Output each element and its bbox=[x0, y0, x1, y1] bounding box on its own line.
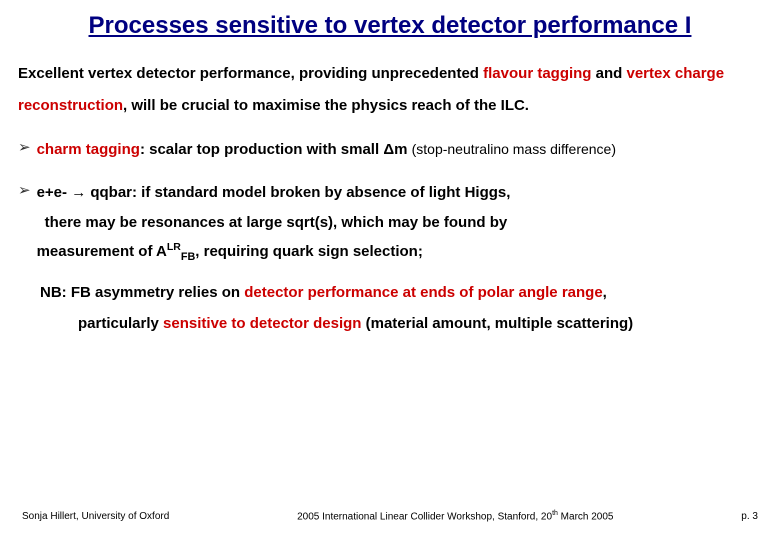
bullet-charm-tagging: ➢ charm tagging: scalar top production w… bbox=[18, 135, 762, 164]
bullet1-text: : scalar top production with small bbox=[140, 141, 383, 158]
bullet-qqbar: ➢ e+e- → qqbar: if standard model broken… bbox=[18, 178, 762, 268]
superscript-lr: LR bbox=[167, 241, 181, 253]
intro-text: Excellent vertex detector performance, p… bbox=[18, 65, 483, 82]
nb-text: NB: FB asymmetry relies on bbox=[40, 284, 244, 301]
nb-line2a: particularly bbox=[78, 315, 163, 332]
slide-footer: Sonja Hillert, University of Oxford 2005… bbox=[0, 510, 780, 522]
bullet2-line3a: measurement of A bbox=[37, 243, 167, 260]
slide-title: Processes sensitive to vertex detector p… bbox=[0, 0, 780, 58]
nb-text: , bbox=[603, 284, 607, 301]
bullet2-line3d: , requiring quark sign selection; bbox=[195, 243, 423, 260]
intro-highlight-flavour: flavour tagging bbox=[483, 65, 591, 82]
bullet2-reactants: e+e- bbox=[37, 184, 72, 201]
footer-page-number: p. 3 bbox=[741, 511, 758, 522]
chevron-icon: ➢ bbox=[18, 178, 31, 204]
nb-highlight-2: sensitive to detector design bbox=[163, 315, 361, 332]
arrow-icon: → bbox=[71, 184, 86, 201]
nb-line2c: (material amount, multiple scattering) bbox=[361, 315, 633, 332]
nb-highlight-1: detector performance at ends of polar an… bbox=[244, 284, 602, 301]
delta-m: Δm bbox=[383, 141, 411, 158]
subscript-fb: FB bbox=[181, 251, 195, 263]
bullet-text: charm tagging: scalar top production wit… bbox=[37, 135, 616, 164]
chevron-icon: ➢ bbox=[18, 135, 31, 161]
bullet2-line1: qqbar: if standard model broken by absen… bbox=[86, 184, 510, 201]
footer-author: Sonja Hillert, University of Oxford bbox=[22, 511, 169, 522]
footer-event-text: 2005 International Linear Collider Works… bbox=[297, 511, 552, 522]
footer-event: 2005 International Linear Collider Works… bbox=[297, 510, 613, 522]
slide-body: Excellent vertex detector performance, p… bbox=[0, 58, 780, 339]
bullet-text: e+e- → qqbar: if standard model broken b… bbox=[37, 178, 511, 268]
bullet1-term: charm tagging bbox=[37, 141, 140, 158]
intro-text: and bbox=[591, 65, 626, 82]
intro-paragraph: Excellent vertex detector performance, p… bbox=[18, 58, 762, 121]
nb-block: NB: FB asymmetry relies on detector perf… bbox=[18, 278, 762, 340]
bullet2-line2: there may be resonances at large sqrt(s)… bbox=[45, 214, 508, 231]
intro-text: , will be crucial to maximise the physic… bbox=[123, 97, 529, 114]
bullet1-tail: (stop-neutralino mass difference) bbox=[412, 141, 616, 157]
footer-event-tail: March 2005 bbox=[558, 511, 614, 522]
